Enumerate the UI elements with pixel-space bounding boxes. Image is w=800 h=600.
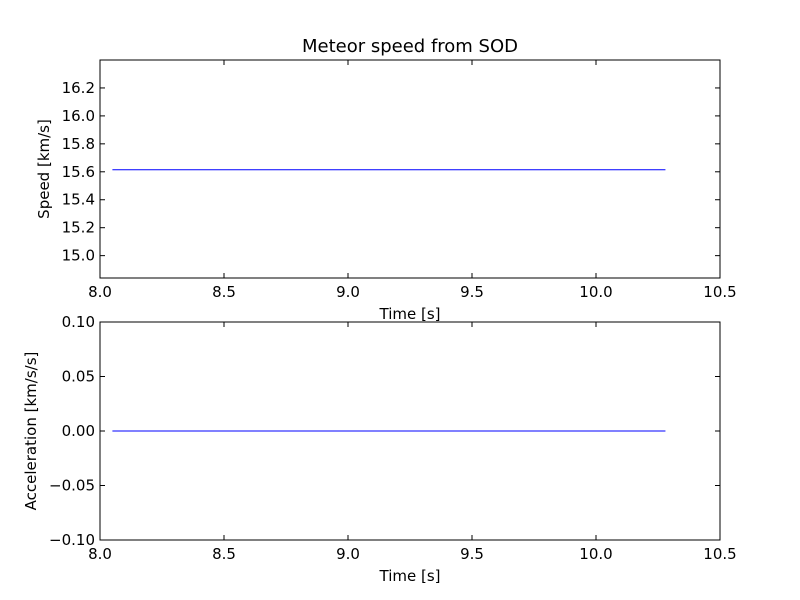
speed-x-tick-label: 9.5	[460, 283, 484, 301]
acceleration-y-axis-label: Acceleration [km/s/s]	[22, 352, 40, 511]
speed-x-tick-label: 8.5	[212, 283, 236, 301]
acceleration-y-tick-label: −0.10	[49, 531, 95, 549]
acceleration-x-tick-label: 8.0	[88, 545, 112, 563]
speed-x-tick-label: 10.5	[703, 283, 736, 301]
speed-y-tick-label: 16.0	[62, 107, 95, 125]
acceleration-y-tick-label: −0.05	[49, 477, 95, 495]
speed-y-tick-label: 15.6	[62, 163, 95, 181]
speed-y-tick-label: 15.2	[62, 219, 95, 237]
speed-y-tick-label: 15.8	[62, 135, 95, 153]
speed-axes-frame	[99, 59, 721, 279]
speed-y-tick-label: 16.2	[62, 79, 95, 97]
speed-chart-title: Meteor speed from SOD	[302, 36, 518, 57]
acceleration-x-tick-label: 10.5	[703, 545, 736, 563]
acceleration-x-tick-label: 8.5	[212, 545, 236, 563]
speed-x-tick-label: 10.0	[579, 283, 612, 301]
acceleration-x-tick-label: 9.5	[460, 545, 484, 563]
speed-y-tick-label: 15.4	[62, 191, 95, 209]
speed-x-tick-label: 9.0	[336, 283, 360, 301]
acceleration-x-tick-label: 9.0	[336, 545, 360, 563]
speed-y-axis-label: Speed [km/s]	[35, 119, 53, 219]
acceleration-panel: 8.0 8.5 9.0 9.5 10.0 10.5 −0.10 −0.05 0.00 0.05 0.…	[22, 313, 737, 585]
speed-panel: 8.0 8.5 9.0 9.5 10.0 10.5 15.0 15.2 15.4 15.6 15.8…	[35, 36, 737, 323]
speed-x-tick-label: 8.0	[88, 283, 112, 301]
acceleration-y-tick-label: 0.10	[62, 313, 95, 331]
speed-y-tick-label: 15.0	[62, 247, 95, 265]
acceleration-x-tick-label: 10.0	[579, 545, 612, 563]
acceleration-x-axis-label: Time [s]	[379, 567, 441, 585]
speed-x-axis-label: Time [s]	[379, 305, 441, 323]
acceleration-y-tick-label: 0.05	[62, 368, 95, 386]
acceleration-y-tick-label: 0.00	[62, 422, 95, 440]
